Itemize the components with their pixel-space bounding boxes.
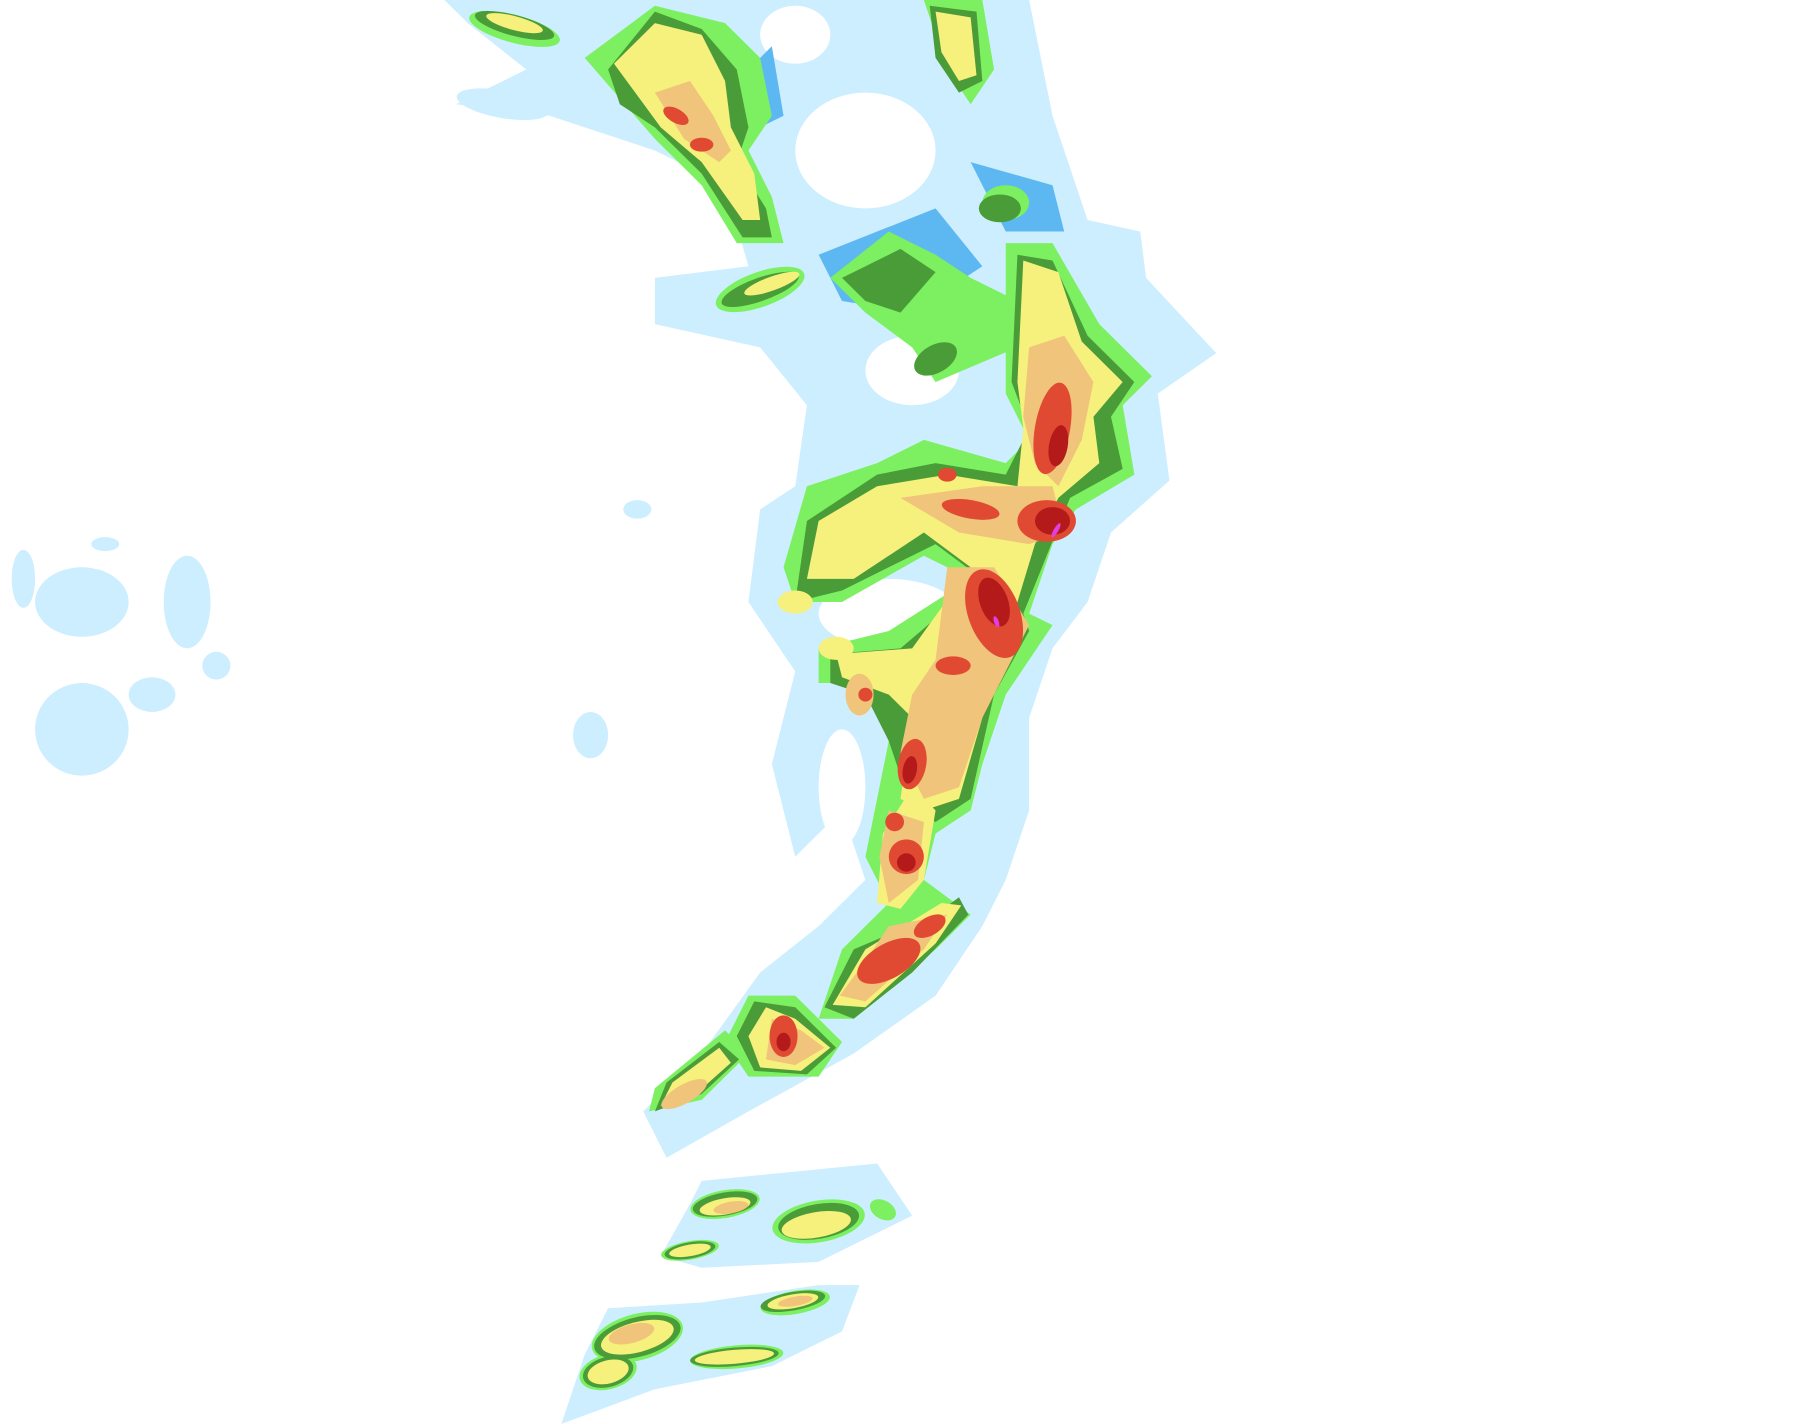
precip-intense [902, 756, 918, 784]
precip-heavy [661, 1078, 707, 1110]
precip-very-light [202, 651, 231, 680]
precip-very-light [573, 712, 609, 759]
precip-intense [1034, 507, 1071, 535]
clear-area [760, 5, 831, 64]
precip-very-light [128, 677, 176, 712]
precip-very-heavy [913, 914, 946, 938]
precip-very-light [35, 683, 129, 776]
clear-area [818, 729, 866, 846]
precip-heavy-light [781, 1210, 851, 1239]
precip-heavy-light [818, 636, 854, 660]
precip-heavy [608, 1322, 655, 1345]
precip-heavy [777, 1295, 813, 1307]
precip-moderate [914, 342, 958, 376]
precip-moderate [978, 194, 1021, 223]
precip-heavy-light [777, 590, 813, 614]
precip-very-heavy [689, 137, 714, 152]
precip-very-light [11, 549, 36, 608]
precip-moderate [842, 248, 936, 313]
precip-very-light [623, 500, 652, 519]
precip-heavy-light [669, 1243, 711, 1258]
clear-area [795, 92, 936, 209]
precip-intense [978, 577, 1010, 627]
precip-extreme [1051, 523, 1061, 538]
precip-very-light [35, 567, 129, 637]
precip-very-heavy [941, 498, 1000, 520]
precip-very-heavy [663, 106, 689, 125]
precip-very-light [456, 88, 549, 121]
precip-very-heavy [935, 656, 971, 675]
precip-heavy [713, 1201, 749, 1214]
precip-very-heavy [858, 687, 873, 702]
precip-very-light [163, 555, 211, 649]
precip-very-heavy [857, 937, 921, 984]
precip-very-heavy [885, 812, 904, 832]
precip-intense [896, 853, 916, 872]
precip-heavy-light [486, 13, 543, 34]
precip-moderate-light [869, 1199, 896, 1221]
precip-very-heavy [937, 467, 957, 482]
precip-intense [1048, 425, 1069, 467]
precip-very-light [91, 537, 120, 552]
precip-heavy-light [694, 1349, 775, 1365]
precip-intense [776, 1032, 791, 1052]
precip-heavy-light [587, 1359, 629, 1385]
precip-heavy-light [744, 271, 800, 296]
precip-heavy-light [935, 11, 977, 82]
precip-extreme [993, 616, 1000, 628]
